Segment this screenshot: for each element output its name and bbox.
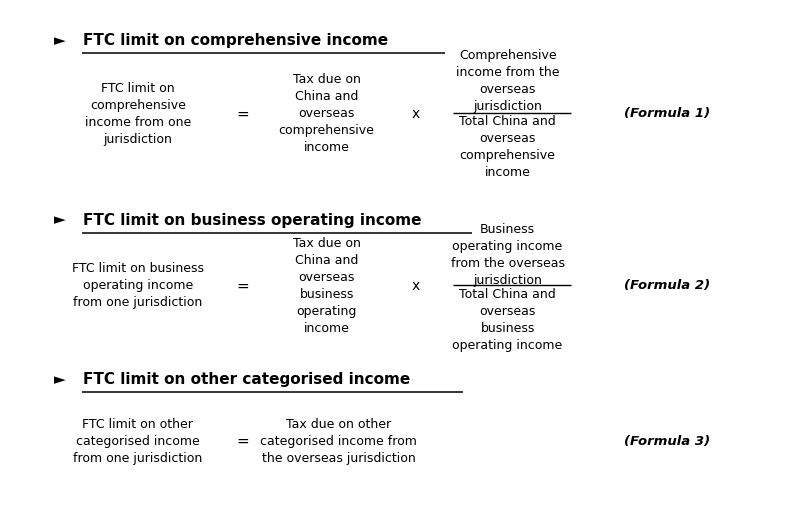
Text: Business
operating income
from the overseas
jurisdiction: Business operating income from the overs… [451,222,564,286]
Text: x: x [412,107,419,121]
Text: Total China and
overseas
comprehensive
income: Total China and overseas comprehensive i… [460,115,556,178]
Text: =: = [236,278,249,293]
Text: Tax due on
China and
overseas
comprehensive
income: Tax due on China and overseas comprehens… [279,73,375,154]
Text: (Formula 2): (Formula 2) [624,279,711,292]
Text: Tax due on other
categorised income from
the overseas jurisdiction: Tax due on other categorised income from… [260,417,417,464]
Text: ►: ► [54,212,65,227]
Text: ►: ► [54,33,65,48]
Text: ►: ► [54,371,65,386]
Text: FTC limit on other
categorised income
from one jurisdiction: FTC limit on other categorised income fr… [73,417,202,464]
Text: FTC limit on
comprehensive
income from one
jurisdiction: FTC limit on comprehensive income from o… [84,82,191,145]
Text: FTC limit on business
operating income
from one jurisdiction: FTC limit on business operating income f… [72,262,204,309]
Text: =: = [236,106,249,121]
Text: FTC limit on other categorised income: FTC limit on other categorised income [83,371,410,386]
Text: (Formula 1): (Formula 1) [624,107,711,120]
Text: FTC limit on comprehensive income: FTC limit on comprehensive income [83,33,388,48]
Text: Comprehensive
income from the
overseas
jurisdiction: Comprehensive income from the overseas j… [456,49,560,113]
Text: (Formula 3): (Formula 3) [624,434,711,447]
Text: =: = [236,433,249,448]
Text: x: x [412,278,419,292]
Text: Tax due on
China and
overseas
business
operating
income: Tax due on China and overseas business o… [293,236,360,334]
Text: Total China and
overseas
business
operating income: Total China and overseas business operat… [453,287,563,351]
Text: FTC limit on business operating income: FTC limit on business operating income [83,212,421,227]
